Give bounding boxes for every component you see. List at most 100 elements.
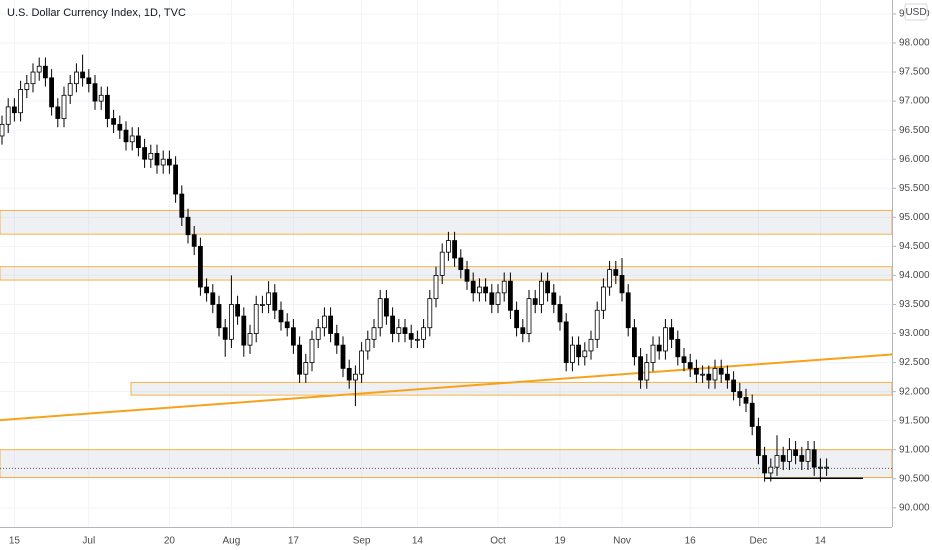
- candle-body: [613, 269, 619, 276]
- candle-body: [824, 466, 829, 469]
- candle-body: [632, 327, 637, 358]
- candle-body: [476, 286, 482, 294]
- candle-body: [365, 338, 371, 352]
- candle-body: [551, 292, 557, 305]
- y-tick-label: 93.000: [899, 328, 930, 339]
- candle-body: [805, 449, 811, 462]
- candle-body: [638, 356, 643, 381]
- candle-body: [321, 315, 327, 329]
- candle-body: [687, 362, 693, 369]
- candle-body: [278, 309, 284, 323]
- candle-body: [570, 344, 575, 363]
- y-tick-label: 95.000: [899, 212, 930, 223]
- candle-body: [489, 292, 495, 305]
- candle-body: [483, 286, 489, 294]
- candle-body: [74, 71, 79, 85]
- candle-body: [663, 327, 668, 352]
- candle-body: [266, 292, 272, 305]
- y-tick-label: 96.500: [899, 125, 930, 136]
- candle-body: [241, 315, 247, 346]
- candle-body: [253, 304, 259, 334]
- y-tick-label: 97.000: [899, 96, 930, 107]
- candle-body: [235, 304, 241, 317]
- candle-body: [539, 280, 544, 305]
- candle-body: [762, 455, 767, 474]
- y-tick-label: 92.500: [899, 357, 930, 368]
- candle-body: [725, 373, 730, 381]
- candle-body: [718, 367, 724, 375]
- candle-body: [315, 327, 321, 340]
- candle-body: [545, 280, 550, 294]
- candle-body: [0, 123, 5, 137]
- trendline: [0, 353, 893, 422]
- candle-body: [774, 455, 780, 468]
- candle-body: [297, 344, 303, 375]
- candle-body: [700, 373, 705, 376]
- y-tick-label: 92.000: [899, 386, 930, 397]
- candle-body: [743, 397, 749, 404]
- candle-body: [818, 466, 823, 469]
- y-tick-label: 97.500: [899, 67, 930, 78]
- y-tick-label: 93.500: [899, 299, 930, 310]
- candle-body: [625, 292, 631, 329]
- candle-body: [464, 269, 470, 282]
- y-tick-label: 96.000: [899, 154, 930, 165]
- candle-body: [61, 94, 67, 119]
- candle-body: [712, 367, 718, 381]
- candle-body: [36, 65, 42, 73]
- y-tick-label: 91.500: [899, 415, 930, 426]
- candle-body: [793, 449, 798, 456]
- candle-body: [514, 309, 519, 329]
- candle-body: [309, 338, 315, 363]
- candle-body: [173, 164, 179, 195]
- candle-body: [607, 269, 612, 288]
- candle-body: [371, 327, 377, 340]
- candle-body: [247, 333, 253, 346]
- candle-body: [675, 338, 681, 358]
- candle-body: [154, 152, 160, 166]
- candle-body: [129, 135, 135, 143]
- candle-body: [694, 367, 699, 375]
- candle-body: [768, 466, 774, 474]
- candle-body: [259, 304, 265, 306]
- candle-body: [470, 280, 476, 294]
- candle-body: [43, 65, 48, 79]
- x-tick-label: Sep: [353, 536, 371, 547]
- candle-body: [216, 304, 222, 329]
- candle-body: [383, 298, 389, 317]
- candle-body: [576, 344, 581, 358]
- candle-body: [396, 327, 402, 334]
- candle-body: [532, 298, 538, 305]
- candle-body: [11, 106, 17, 114]
- candle-body: [222, 327, 228, 340]
- x-tick-label: Jul: [82, 536, 95, 547]
- candle-body: [92, 83, 98, 102]
- candle-body: [328, 315, 334, 334]
- candle-body: [526, 298, 532, 334]
- candle-body: [619, 275, 625, 294]
- x-tick-label: 17: [288, 536, 300, 547]
- candle-body: [334, 333, 340, 346]
- y-tick-label: 98.000: [899, 38, 930, 49]
- candle-body: [594, 309, 600, 340]
- zone: [0, 449, 893, 479]
- candle-body: [18, 89, 24, 114]
- candle-body: [142, 147, 148, 160]
- x-tick-label: 14: [815, 536, 827, 547]
- candle-body: [656, 344, 662, 352]
- candle-body: [799, 455, 805, 462]
- currency-box: [904, 3, 928, 21]
- candle-body: [756, 426, 761, 456]
- y-tick-label: 91.000: [899, 444, 930, 455]
- x-tick-label: Aug: [223, 536, 241, 547]
- candle-body: [160, 158, 166, 166]
- candle-body: [644, 362, 650, 381]
- y-tick-label: 94.500: [899, 241, 930, 252]
- candle-body: [377, 298, 383, 329]
- candle-body: [24, 83, 30, 90]
- zone: [130, 381, 893, 396]
- candle-body: [55, 106, 61, 119]
- chart-title: U.S. Dollar Currency Index, 1D, TVC: [7, 7, 186, 19]
- candle-body: [408, 333, 414, 340]
